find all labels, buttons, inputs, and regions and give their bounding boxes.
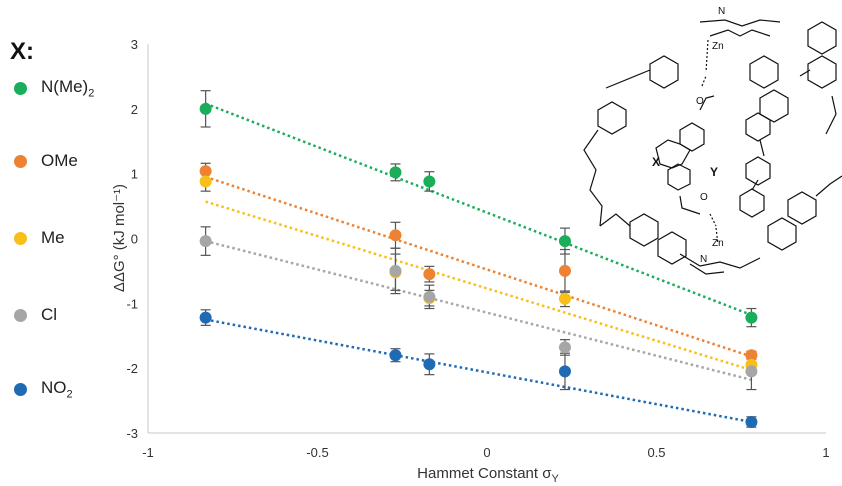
data-point-no2 <box>423 358 436 371</box>
o-label-bottom: O <box>700 192 708 203</box>
y-tick-label: -3 <box>126 426 138 441</box>
y-tick-label: 2 <box>131 102 138 117</box>
legend-marker-nme2 <box>14 81 27 95</box>
data-point-ome <box>558 264 571 277</box>
x-tick-label: 1 <box>822 445 829 460</box>
legend-item-nme2: N(Me)2 <box>14 76 94 100</box>
y-tick-label: 0 <box>131 232 138 247</box>
y-tick-label: 1 <box>131 167 138 182</box>
data-point-ome <box>389 229 402 242</box>
data-point-ome <box>423 268 436 281</box>
o-label-top: O <box>696 96 704 107</box>
data-point-cl <box>389 264 402 277</box>
y-tick-label: 3 <box>131 37 138 52</box>
x-substituent-label: X <box>652 155 660 169</box>
data-point-nme2 <box>423 175 436 188</box>
zn-top-label: Zn <box>712 41 724 52</box>
tick-labels: -1 -0.5 0 0.5 1 3 2 1 0 -1 -2 -3 <box>126 37 829 460</box>
trend-line-cl <box>205 239 752 382</box>
y-tick-label: -2 <box>126 361 138 376</box>
n-label-top: N <box>718 6 725 17</box>
data-point-me <box>558 292 571 305</box>
legend-item-no2: NO2 <box>14 377 73 401</box>
data-point-nme2 <box>389 166 402 179</box>
n-label-bottom: N <box>700 254 707 265</box>
legend-label-nme2: N(Me)2 <box>41 76 95 100</box>
y-tick-label: -1 <box>126 296 138 311</box>
trend-line-ome <box>205 175 752 358</box>
legend-label-no2: NO2 <box>41 377 73 401</box>
zn-bottom-label: Zn <box>712 238 724 249</box>
legend-item-cl: Cl <box>14 303 57 327</box>
x-tick-label: 0 <box>483 445 490 460</box>
data-point-cl <box>558 341 571 354</box>
x-axis-title: Hammet Constant σY <box>417 465 559 485</box>
data-point-no2 <box>745 415 758 428</box>
trend-line-no2 <box>205 318 752 424</box>
legend-item-me: Me <box>14 226 65 250</box>
legend-item-ome: OMe <box>14 149 78 173</box>
legend-title: X: <box>10 38 34 65</box>
data-point-nme2 <box>745 311 758 324</box>
data-point-nme2 <box>558 235 571 248</box>
data-point-nme2 <box>199 102 212 115</box>
data-point-no2 <box>199 311 212 324</box>
data-points <box>199 102 758 428</box>
x-tick-label: 0.5 <box>647 445 665 460</box>
data-point-no2 <box>558 365 571 378</box>
data-point-cl <box>745 365 758 378</box>
y-substituent-label: Y <box>710 165 718 179</box>
data-point-cl <box>423 290 436 303</box>
molecule-labels: Zn Zn N N O O X Y <box>652 6 725 265</box>
data-point-me <box>199 175 212 188</box>
legend-label-cl: Cl <box>41 305 58 324</box>
legend-marker-cl <box>14 308 27 322</box>
data-point-cl <box>199 235 212 248</box>
data-point-ome <box>745 349 758 362</box>
y-axis-title: ΔΔG° (kJ mol⁻¹) <box>111 184 128 292</box>
legend-label-me: Me <box>41 228 65 247</box>
legend-marker-no2 <box>14 382 27 396</box>
trend-line-me <box>205 200 752 372</box>
axes <box>147 44 826 434</box>
legend-marker-me <box>14 231 27 245</box>
legend-label-ome: OMe <box>41 151 78 170</box>
molecule-structure-diagram <box>583 19 842 275</box>
data-point-no2 <box>389 349 402 362</box>
data-point-ome <box>199 165 212 178</box>
x-tick-label: -0.5 <box>306 445 328 460</box>
x-tick-label: -1 <box>142 445 154 460</box>
trend-line-nme2 <box>205 102 752 317</box>
trend-lines <box>205 102 752 424</box>
legend: X: N(Me)2 OMe Me Cl NO2 <box>0 0 120 486</box>
legend-marker-ome <box>14 154 27 168</box>
